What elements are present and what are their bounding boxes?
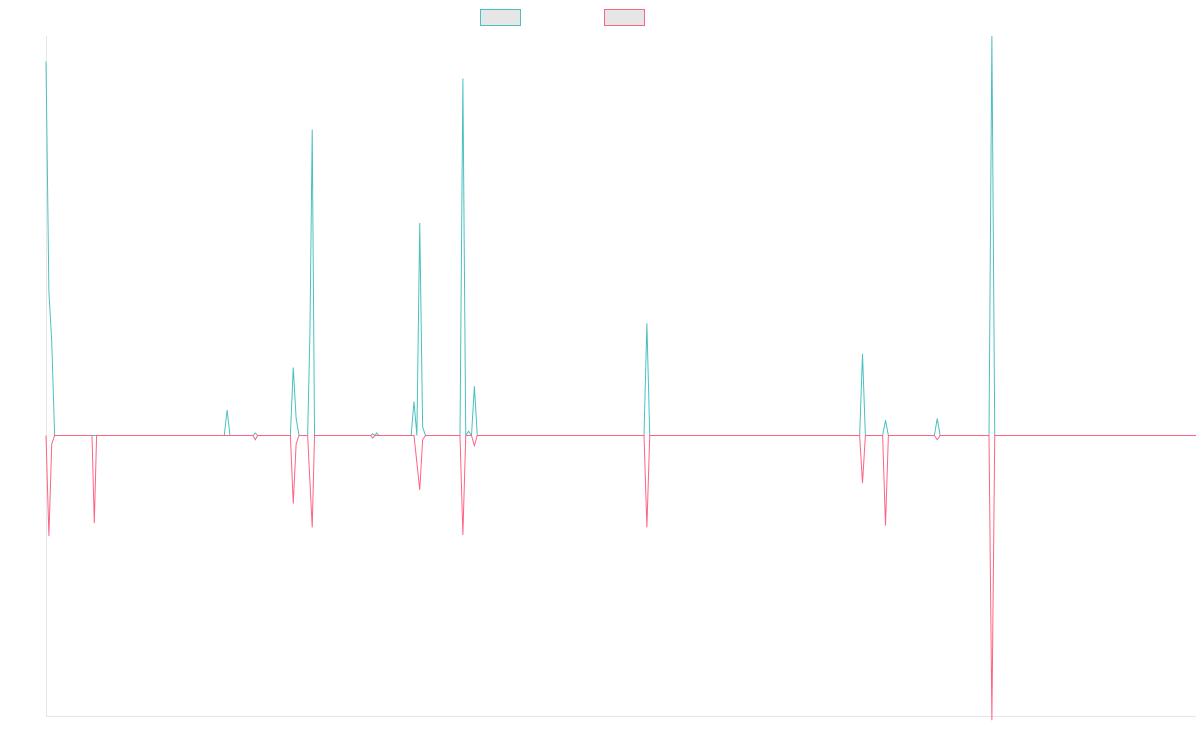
legend[interactable] bbox=[480, 9, 645, 26]
legend-swatch-series-1[interactable] bbox=[480, 9, 521, 26]
series-2-line bbox=[45, 435, 1196, 721]
series-layer bbox=[45, 35, 1196, 721]
series-2 bbox=[45, 435, 1196, 721]
series-1 bbox=[45, 35, 1196, 438]
legend-swatch-series-2[interactable] bbox=[604, 9, 645, 26]
axes bbox=[46, 36, 1196, 717]
series-1-line bbox=[45, 35, 1196, 438]
